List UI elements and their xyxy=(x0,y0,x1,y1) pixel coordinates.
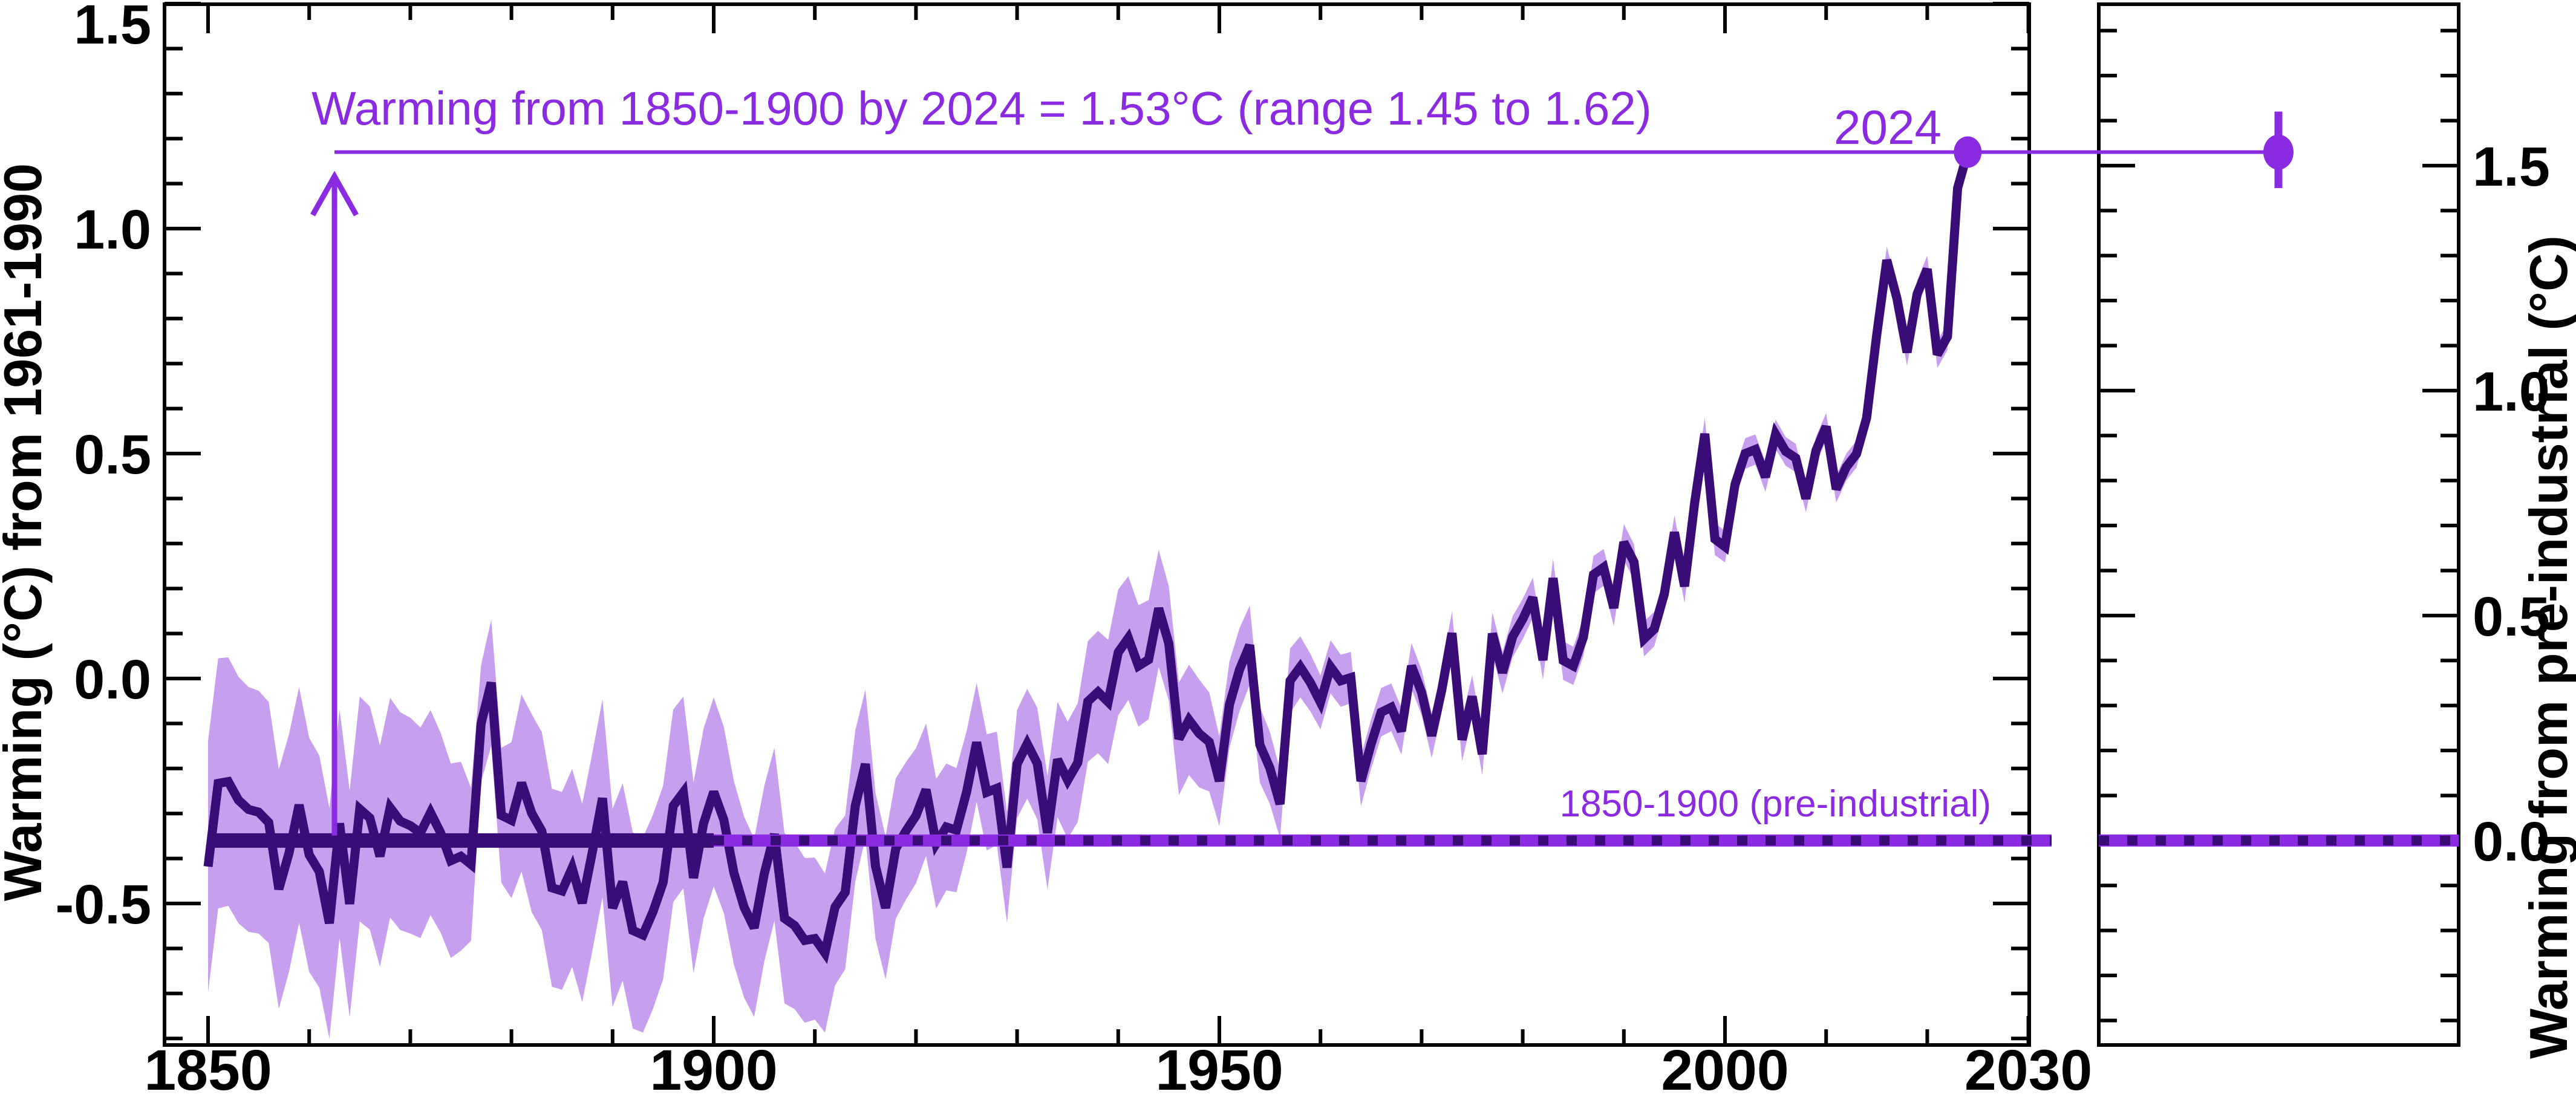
y-tick-label: -0.5 xyxy=(55,874,151,936)
side-point-2024 xyxy=(2263,134,2294,170)
warming-arrow-head xyxy=(310,171,359,216)
left-axis-title: Warming (°C) from 1961-1990 xyxy=(0,163,53,901)
data-layer xyxy=(203,138,1972,1039)
warming-line xyxy=(203,151,1972,965)
chart-title: Warming from 1850-1900 by 2024 = 1.53°C … xyxy=(311,82,1652,135)
label-2024: 2024 xyxy=(1834,100,1942,154)
right-tick-label: 0.0 xyxy=(2473,811,2550,873)
y-tick-label: 1.5 xyxy=(74,0,151,56)
axes-layer: 1850 1900 1950 2000 2030 -0.5 0.0 0.5 1.0 1.5 0.0 0… xyxy=(55,0,2549,1097)
x-tick-label: 2030 xyxy=(1965,1038,2092,1097)
baseline-label: 1850-1900 (pre-industrial) xyxy=(1560,783,1991,825)
y-tick-label: 0.5 xyxy=(74,424,151,486)
main-panel-frame xyxy=(163,2,2031,1047)
right-axis-title: Warming from pre-industrial (°C) xyxy=(2519,235,2576,1059)
right-tick-label: 1.5 xyxy=(2473,136,2550,198)
x-tick-label: 2000 xyxy=(1661,1038,1789,1097)
x-tick-label: 1900 xyxy=(650,1038,777,1097)
y-tick-label: 1.0 xyxy=(74,199,151,261)
y-tick-label: 0.0 xyxy=(74,649,151,711)
point-2024 xyxy=(1954,136,1982,168)
right-tick-label: 1.0 xyxy=(2473,361,2550,423)
uncertainty-band xyxy=(208,138,1968,1039)
x-tick-label: 1850 xyxy=(144,1038,272,1097)
annotation-layer xyxy=(310,111,2294,836)
right-tick-label: 0.5 xyxy=(2473,586,2550,648)
x-tick-label: 1950 xyxy=(1155,1038,1283,1097)
